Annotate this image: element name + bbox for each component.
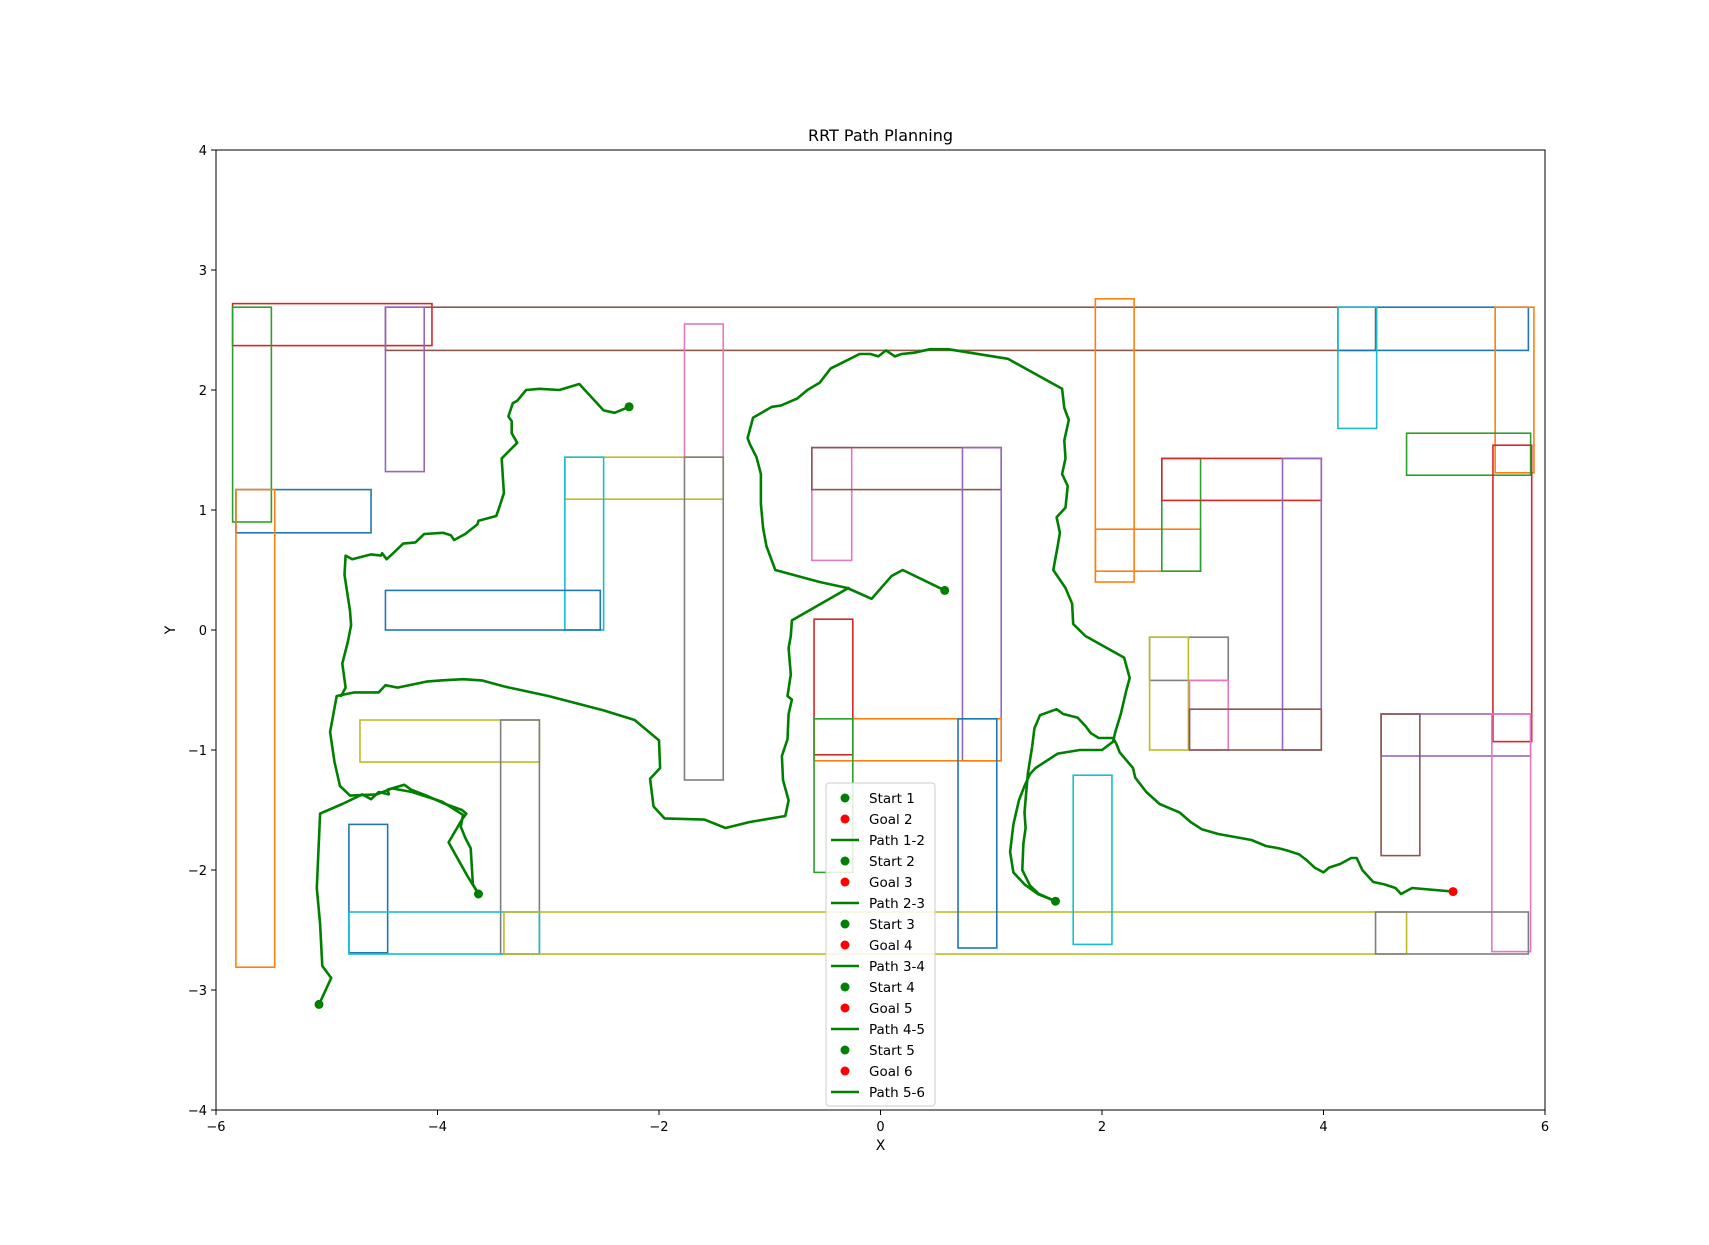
y-tick-label: 2 xyxy=(199,384,207,399)
obstacle-rect-11 xyxy=(683,456,725,781)
markers-layer xyxy=(314,402,1458,1009)
y-tick-label: 4 xyxy=(199,144,207,159)
obstacle-rect-4 xyxy=(384,306,426,473)
legend-label: Start 5 xyxy=(869,1043,915,1059)
legend-label: Path 5-6 xyxy=(869,1085,925,1101)
legend-label: Path 1-2 xyxy=(869,833,925,849)
obstacle-rect-37 xyxy=(1188,708,1323,751)
legend-marker-swatch xyxy=(840,814,850,824)
legend-label: Path 4-5 xyxy=(869,1022,925,1038)
obstacle-rect-41 xyxy=(1491,713,1532,953)
x-axis-label: X xyxy=(876,1138,886,1154)
y-axis-label: Y xyxy=(163,625,179,635)
y-tick-label: −3 xyxy=(188,984,207,999)
x-tick-label: −6 xyxy=(206,1120,225,1135)
legend-marker-swatch xyxy=(840,1066,850,1076)
marker-point-1 xyxy=(314,999,324,1009)
marker-point-4 xyxy=(1050,896,1060,906)
x-tick-label: 0 xyxy=(876,1120,884,1135)
legend-marker-swatch xyxy=(840,919,850,929)
obstacle-rect-25 xyxy=(813,618,854,756)
legend-label: Path 3-4 xyxy=(869,959,925,975)
legend-label: Path 2-3 xyxy=(869,896,925,912)
obstacle-rect-39 xyxy=(1380,713,1421,857)
obstacle-rect-16 xyxy=(503,911,1408,955)
path-line-2 xyxy=(328,586,850,896)
obstacle-rect-29 xyxy=(1072,774,1113,946)
legend-box xyxy=(825,782,936,1107)
y-tick-label: −1 xyxy=(188,744,207,759)
path-line-3 xyxy=(746,347,1131,903)
legend-marker-swatch xyxy=(840,856,850,866)
paths-layer xyxy=(315,347,1455,1006)
x-tick-label: −2 xyxy=(649,1120,668,1135)
legend-label: Start 2 xyxy=(869,854,915,870)
obstacle-rect-14 xyxy=(348,823,389,954)
x-tick-label: 2 xyxy=(1098,1120,1106,1135)
x-tick-label: −4 xyxy=(428,1120,447,1135)
obstacle-rect-3 xyxy=(231,306,273,523)
legend-label: Goal 5 xyxy=(869,1001,913,1017)
marker-point-3 xyxy=(940,585,950,595)
path-line-4 xyxy=(1020,707,1455,903)
legend-marker-swatch xyxy=(840,1045,850,1055)
legend-marker-swatch xyxy=(840,982,850,992)
legend-label: Start 4 xyxy=(869,980,915,996)
y-axis-ticks: −4 −3 −2 −1 0 1 2 3 4 xyxy=(188,144,216,1119)
y-tick-label: 1 xyxy=(199,504,207,519)
legend-label: Goal 2 xyxy=(869,812,913,828)
path-line-5 xyxy=(339,382,631,698)
legend-label: Goal 4 xyxy=(869,938,913,954)
legend-label: Goal 3 xyxy=(869,875,913,891)
legend-marker-swatch xyxy=(840,1003,850,1013)
obstacle-rect-20 xyxy=(1494,306,1535,474)
obstacle-rect-35 xyxy=(1148,636,1190,751)
obstacle-rect-21 xyxy=(1405,432,1532,477)
obstacle-rect-40 xyxy=(1492,444,1533,743)
y-tick-label: −4 xyxy=(188,1104,207,1119)
legend-label: Goal 6 xyxy=(869,1064,913,1080)
y-tick-label: −2 xyxy=(188,864,207,879)
chart-title: RRT Path Planning xyxy=(808,126,953,145)
obstacle-rect-6 xyxy=(235,488,276,969)
legend-marker-swatch xyxy=(840,940,850,950)
y-tick-label: 0 xyxy=(199,624,207,639)
marker-point-5 xyxy=(624,402,634,412)
path-line-1 xyxy=(315,783,480,1006)
marker-point-6 xyxy=(1448,887,1458,897)
obstacle-rect-42 xyxy=(1374,911,1530,955)
legend-marker-swatch xyxy=(840,877,850,887)
x-tick-label: 4 xyxy=(1319,1120,1327,1135)
legend-label: Start 3 xyxy=(869,917,915,933)
chart-legend: Start 1 Goal 2 Path 1-2 Start 2 Goal 3 Path 2… xyxy=(825,782,936,1107)
y-tick-label: 3 xyxy=(199,264,207,279)
x-tick-label: 6 xyxy=(1541,1120,1549,1135)
legend-label: Start 1 xyxy=(869,791,915,807)
obstacle-rect-28 xyxy=(957,717,998,949)
marker-point-2 xyxy=(473,889,483,899)
legend-marker-swatch xyxy=(840,793,850,803)
obstacle-rect-15 xyxy=(348,911,541,955)
obstacle-rect-17 xyxy=(1094,297,1135,583)
obstacle-rect-19 xyxy=(1337,306,1378,430)
x-axis-ticks: −6 −4 −2 0 2 4 6 xyxy=(206,1110,1549,1135)
obstacle-rect-10 xyxy=(384,589,602,631)
